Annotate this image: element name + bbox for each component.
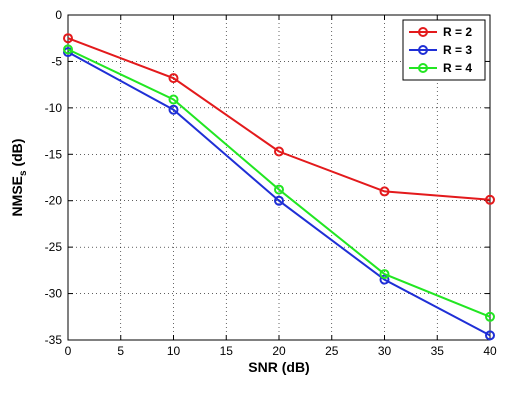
y-tick-label: -5 [51,54,62,68]
y-axis-label-subscript: s [18,170,29,176]
series-line-1 [67,51,491,337]
x-tick-label: 0 [65,344,72,358]
legend: R = 2 R = 3 R = 4 [402,19,486,81]
legend-label: R = 4 [443,61,472,75]
x-tick-label: 35 [431,344,445,358]
series-point [379,186,390,197]
y-tick-label: -10 [45,101,63,115]
y-axis-label-main: NMSE [9,176,25,216]
legend-swatch-marker [418,27,428,37]
x-tick-label: 25 [325,344,339,358]
tick-layer: 0 5 10 15 20 25 30 35 40 0 -5 -10 -15 -20 -25 -30 -35 [45,8,497,358]
y-tick-label: -20 [45,194,63,208]
series-point [63,33,73,44]
series-point [168,94,179,105]
legend-label: R = 2 [443,25,472,39]
series-point [168,104,179,115]
y-tick-label: 0 [55,8,62,22]
x-tick-label: 30 [378,344,392,358]
y-tick-label: -15 [45,147,63,161]
legend-label: R = 3 [443,43,472,57]
legend-swatch-marker [418,45,428,55]
series-point [485,194,495,205]
x-tick-label: 20 [272,344,286,358]
series-line-0 [67,37,491,201]
series-point [485,330,495,341]
legend-swatch-marker [418,63,428,73]
x-tick-label: 5 [117,344,124,358]
x-tick-label: 40 [483,344,497,358]
series-point [274,195,284,206]
x-tick-label: 15 [220,344,234,358]
series-point [168,73,179,84]
series-point [274,146,284,157]
series-point [63,44,73,55]
series-line-2 [67,48,491,318]
series-layer [63,33,495,341]
y-axis-label-unit: (dB) [9,139,25,171]
y-tick-label: -25 [45,240,63,254]
x-tick-label: 10 [167,344,181,358]
series-point [274,184,284,195]
series-point [485,311,495,322]
x-axis-label: SNR (dB) [248,359,309,375]
series-point [379,274,390,285]
series-point [379,269,390,280]
y-axis-label: NMSEs (dB) [9,139,29,217]
y-tick-label: -35 [45,333,63,347]
y-tick-label: -30 [45,287,63,301]
